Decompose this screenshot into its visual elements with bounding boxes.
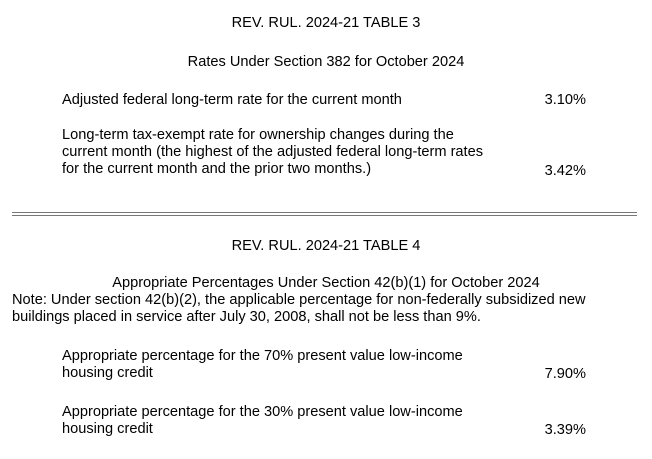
table3-row-label: Adjusted federal long-term rate for the …: [62, 92, 402, 108]
table3-subtitle: Rates Under Section 382 for October 2024: [187, 54, 465, 70]
table3-row-value: 3.10%: [544, 92, 586, 108]
table3-row-label: Long-term tax-exempt rate for ownership …: [62, 127, 484, 177]
table4-subtitle: Appropriate Percentages Under Section 42…: [112, 275, 540, 291]
table3-row-value: 3.42%: [544, 163, 586, 179]
table3-title: REV. RUL. 2024-21 TABLE 3: [231, 15, 421, 31]
table4-row-label: Appropriate percentage for the 30% prese…: [62, 404, 463, 437]
table4-row-label: Appropriate percentage for the 70% prese…: [62, 348, 463, 381]
table4-row-value: 7.90%: [544, 366, 586, 382]
table-divider: [12, 215, 637, 216]
table4-note: Note: Under section 42(b)(2), the applic…: [12, 292, 586, 325]
table-divider: [12, 212, 637, 213]
table4-title: REV. RUL. 2024-21 TABLE 4: [231, 238, 421, 254]
table4-row-value: 3.39%: [544, 422, 586, 438]
